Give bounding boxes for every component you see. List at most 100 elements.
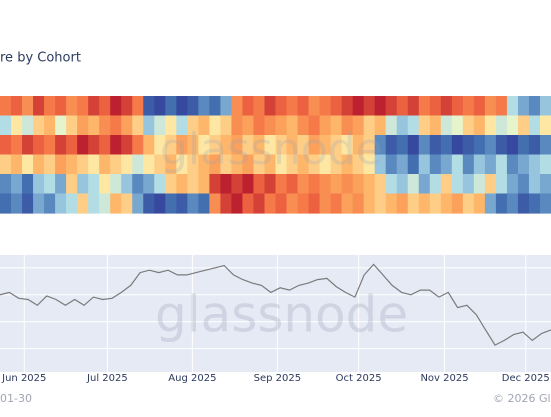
heat-cell: [264, 135, 277, 156]
heat-cell: [55, 193, 67, 214]
heat-cell: [121, 115, 133, 136]
heat-cell: [473, 193, 486, 214]
heat-cell: [517, 135, 530, 156]
heat-cell: [297, 193, 310, 214]
heat-cell: [77, 154, 89, 175]
heat-cell: [264, 96, 277, 117]
heat-cell: [187, 96, 199, 117]
heat-cell: [44, 193, 56, 214]
heat-cell: [253, 174, 266, 195]
heat-cell: [275, 96, 288, 117]
heat-cell: [143, 96, 155, 117]
heat-cell: [308, 135, 321, 156]
heat-cell: [341, 115, 354, 136]
heat-cell: [407, 193, 420, 214]
heat-cell: [330, 96, 343, 117]
heat-cell: [132, 193, 144, 214]
heat-cell: [110, 154, 122, 175]
heat-cell: [209, 115, 221, 136]
heat-cell: [165, 96, 177, 117]
heat-cell: [352, 174, 365, 195]
heat-cell: [242, 154, 255, 175]
heat-cell: [429, 96, 442, 117]
heat-cell: [429, 115, 442, 136]
heat-cell: [462, 135, 475, 156]
heat-cell: [418, 115, 431, 136]
heat-cell: [220, 174, 233, 195]
heat-cell: [99, 193, 111, 214]
heat-cell: [44, 135, 56, 156]
heat-cell: [308, 154, 321, 175]
heat-cell: [506, 154, 519, 175]
heat-cell: [528, 96, 541, 117]
heat-cell: [319, 154, 332, 175]
heat-cell: [473, 174, 486, 195]
heat-cell: [176, 96, 188, 117]
heat-cell: [286, 135, 299, 156]
heat-cell: [374, 154, 387, 175]
heat-cell: [495, 115, 508, 136]
heat-cell: [77, 96, 89, 117]
heat-cell: [154, 115, 166, 136]
heat-cell: [132, 115, 144, 136]
heat-cell: [506, 96, 519, 117]
heat-cell: [484, 193, 497, 214]
heat-cell: [253, 154, 266, 175]
heat-cell: [528, 174, 541, 195]
heat-cell: [231, 193, 244, 214]
heat-cell: [77, 174, 89, 195]
heat-cell: [253, 96, 266, 117]
heat-cell: [132, 154, 144, 175]
heat-cell: [209, 154, 221, 175]
heat-cell: [330, 115, 343, 136]
heat-cell: [308, 174, 321, 195]
heat-cell: [33, 96, 45, 117]
heat-cell: [385, 154, 398, 175]
heat-cell: [484, 115, 497, 136]
heat-cell: [319, 115, 332, 136]
heat-cell: [0, 174, 12, 195]
heat-cell: [440, 115, 453, 136]
heat-cell: [209, 193, 221, 214]
heat-cell: [539, 96, 551, 117]
heat-cell: [396, 115, 409, 136]
heat-cell: [385, 115, 398, 136]
heat-cell: [363, 135, 376, 156]
heat-cell: [22, 154, 34, 175]
heat-cell: [275, 174, 288, 195]
heat-cell: [374, 135, 387, 156]
heat-cell: [198, 115, 210, 136]
heat-cell: [231, 115, 244, 136]
heat-cell: [528, 135, 541, 156]
heat-cell: [396, 135, 409, 156]
heat-cell: [165, 174, 177, 195]
heat-cell: [517, 174, 530, 195]
heat-cell: [176, 154, 188, 175]
heat-cell: [440, 135, 453, 156]
watermark: glassnode: [160, 124, 383, 175]
x-tick-label: Sep 2025: [254, 373, 301, 384]
heat-cell: [165, 193, 177, 214]
heat-cell: [242, 174, 255, 195]
heat-cell: [11, 135, 23, 156]
heat-cell: [55, 174, 67, 195]
heat-cell: [418, 96, 431, 117]
heat-cell: [231, 135, 244, 156]
heat-cell: [88, 154, 100, 175]
heat-cell: [44, 96, 56, 117]
heat-cell: [88, 135, 100, 156]
heat-cell: [198, 174, 210, 195]
heat-cell: [286, 154, 299, 175]
x-tick-label: Oct 2025: [336, 373, 382, 384]
heat-cell: [110, 135, 122, 156]
heat-cell: [473, 154, 486, 175]
heat-cell: [275, 154, 288, 175]
heat-cell: [0, 154, 12, 175]
heat-cell: [517, 154, 530, 175]
heat-cell: [396, 96, 409, 117]
heat-cell: [495, 135, 508, 156]
heat-cell: [209, 174, 221, 195]
heat-cell: [451, 154, 464, 175]
heat-cell: [539, 135, 551, 156]
heat-cell: [22, 174, 34, 195]
